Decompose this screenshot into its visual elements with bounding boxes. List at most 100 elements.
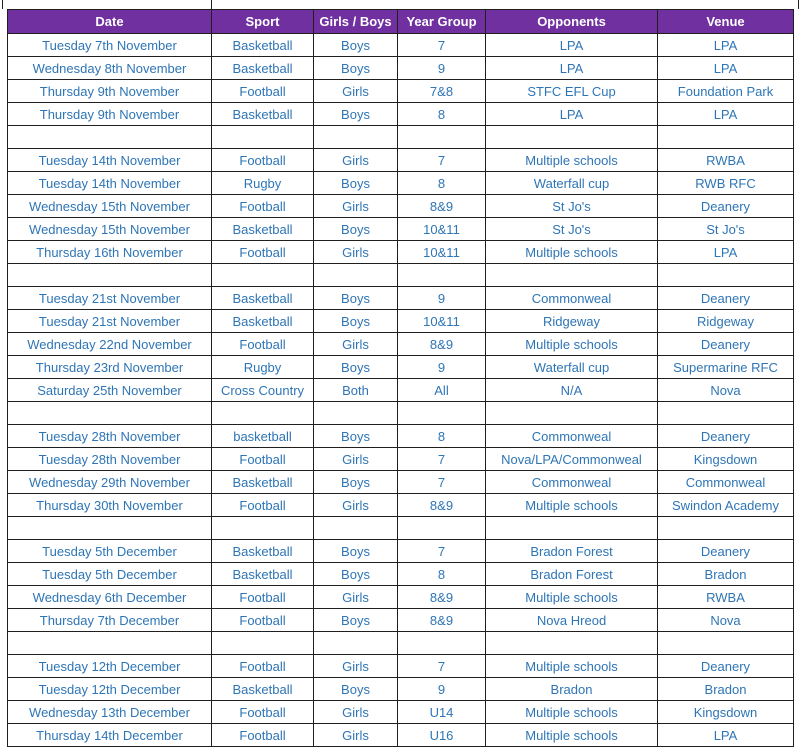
cell-sport: Basketball — [211, 102, 314, 126]
cell-year-group — [397, 263, 486, 287]
header-row: Date Sport Girls / Boys Year Group Oppon… — [7, 9, 794, 34]
cell-date: Wednesday 15th November — [7, 217, 212, 241]
cell-date: Tuesday 28th November — [7, 424, 212, 448]
cell-girls-boys: Girls — [313, 585, 398, 609]
cell-opponents: Commonweal — [485, 424, 658, 448]
cell-year-group: 8&9 — [397, 194, 486, 218]
cell-girls-boys — [313, 401, 398, 425]
cell-opponents: Multiple schools — [485, 493, 658, 517]
col-header-venue: Venue — [657, 9, 794, 34]
cell-opponents: Waterfall cup — [485, 171, 658, 195]
cell-date: Saturday 25th November — [7, 378, 212, 402]
cell-sport: Football — [211, 148, 314, 172]
cell-girls-boys: Girls — [313, 700, 398, 724]
cell-venue: Deanery — [657, 539, 794, 563]
cell-sport: Football — [211, 723, 314, 747]
cell-girls-boys — [313, 631, 398, 655]
cell-girls-boys: Girls — [313, 723, 398, 747]
table-row: Thursday 30th November Football Girls 8&9 Mu… — [7, 493, 794, 517]
cell-venue — [657, 631, 794, 655]
cell-opponents: Multiple schools — [485, 148, 658, 172]
cell-date: Thursday 9th November — [7, 79, 212, 103]
cell-year-group — [397, 631, 486, 655]
cell-year-group: 8&9 — [397, 493, 486, 517]
cell-year-group: 7 — [397, 470, 486, 494]
cell-venue — [657, 516, 794, 540]
cell-sport: Rugby — [211, 355, 314, 379]
table-row: Tuesday 28th November Football Girls 7 Nova/… — [7, 447, 794, 471]
cell-date: Thursday 14th December — [7, 723, 212, 747]
cell-girls-boys: Boys — [313, 286, 398, 310]
cell-year-group — [397, 516, 486, 540]
cell-sport: Cross Country — [211, 378, 314, 402]
cell-opponents — [485, 401, 658, 425]
cell-sport: Football — [211, 240, 314, 264]
separator-row — [7, 125, 794, 149]
cell-girls-boys: Girls — [313, 148, 398, 172]
cell-opponents: Multiple schools — [485, 332, 658, 356]
cell-year-group: 9 — [397, 56, 486, 80]
cell-year-group: U16 — [397, 723, 486, 747]
cell-girls-boys: Boys — [313, 56, 398, 80]
table-row: Tuesday 28th November basketball Boys 8 Comm… — [7, 424, 794, 448]
table-row: Saturday 25th November Cross Country Both A… — [7, 378, 794, 402]
cell-venue: LPA — [657, 240, 794, 264]
cell-sport: Basketball — [211, 677, 314, 701]
cell-date: Tuesday 5th December — [7, 562, 212, 586]
cell-opponents: Commonweal — [485, 470, 658, 494]
cell-year-group: 8&9 — [397, 585, 486, 609]
table-row: Tuesday 21st November Basketball Boys 9 Comm… — [7, 286, 794, 310]
table-row: Wednesday 29th November Basketball Boys 7 Co… — [7, 470, 794, 494]
separator-row — [7, 516, 794, 540]
table-row: Wednesday 6th December Football Girls 8&9 Mu… — [7, 585, 794, 609]
cell-opponents: Commonweal — [485, 286, 658, 310]
table-row: Tuesday 14th November Rugby Boys 8 Waterfall… — [7, 171, 794, 195]
cell-girls-boys: Boys — [313, 608, 398, 632]
cell-venue: LPA — [657, 33, 794, 57]
cell-date: Tuesday 14th November — [7, 148, 212, 172]
cell-venue: Supermarine RFC — [657, 355, 794, 379]
table-row: Wednesday 8th November Basketball Boys 9 LPA… — [7, 56, 794, 80]
col-header-sport: Sport — [211, 9, 314, 34]
cell-opponents: Waterfall cup — [485, 355, 658, 379]
col-header-opponents: Opponents — [485, 9, 658, 34]
cell-year-group: 7 — [397, 539, 486, 563]
cell-venue: Kingsdown — [657, 447, 794, 471]
cell-sport — [211, 125, 314, 149]
cell-opponents: Multiple schools — [485, 585, 658, 609]
cell-opponents: Multiple schools — [485, 723, 658, 747]
cell-opponents: Nova Hreod — [485, 608, 658, 632]
cell-venue: Kingsdown — [657, 700, 794, 724]
cell-date: Tuesday 21st November — [7, 286, 212, 310]
cell-opponents: Multiple schools — [485, 654, 658, 678]
cell-year-group — [397, 125, 486, 149]
cell-girls-boys: Both — [313, 378, 398, 402]
cell-year-group: 8&9 — [397, 608, 486, 632]
cell-sport: Basketball — [211, 217, 314, 241]
cell-date: Wednesday 6th December — [7, 585, 212, 609]
cell-opponents: Ridgeway — [485, 309, 658, 333]
cell-venue: Nova — [657, 378, 794, 402]
cell-date: Thursday 7th December — [7, 608, 212, 632]
cell-year-group: 10&11 — [397, 217, 486, 241]
cell-venue: St Jo's — [657, 217, 794, 241]
cell-date: Thursday 23rd November — [7, 355, 212, 379]
cell-girls-boys: Boys — [313, 217, 398, 241]
column-divider — [211, 0, 212, 9]
table-row: Thursday 23rd November Rugby Boys 9 Waterfal… — [7, 355, 794, 379]
cell-date: Tuesday 5th December — [7, 539, 212, 563]
table-row: Wednesday 15th November Football Girls 8&9 S… — [7, 194, 794, 218]
cell-year-group: 8&9 — [397, 332, 486, 356]
cell-opponents — [485, 516, 658, 540]
cell-date: Tuesday 28th November — [7, 447, 212, 471]
cell-year-group: 9 — [397, 286, 486, 310]
cell-sport: Football — [211, 585, 314, 609]
cell-sport: Football — [211, 654, 314, 678]
cell-year-group: 7 — [397, 447, 486, 471]
cell-girls-boys — [313, 125, 398, 149]
cell-year-group: U14 — [397, 700, 486, 724]
cell-opponents: Nova/LPA/Commonweal — [485, 447, 658, 471]
cell-date: Wednesday 29th November — [7, 470, 212, 494]
cell-sport — [211, 516, 314, 540]
cell-year-group: 9 — [397, 677, 486, 701]
